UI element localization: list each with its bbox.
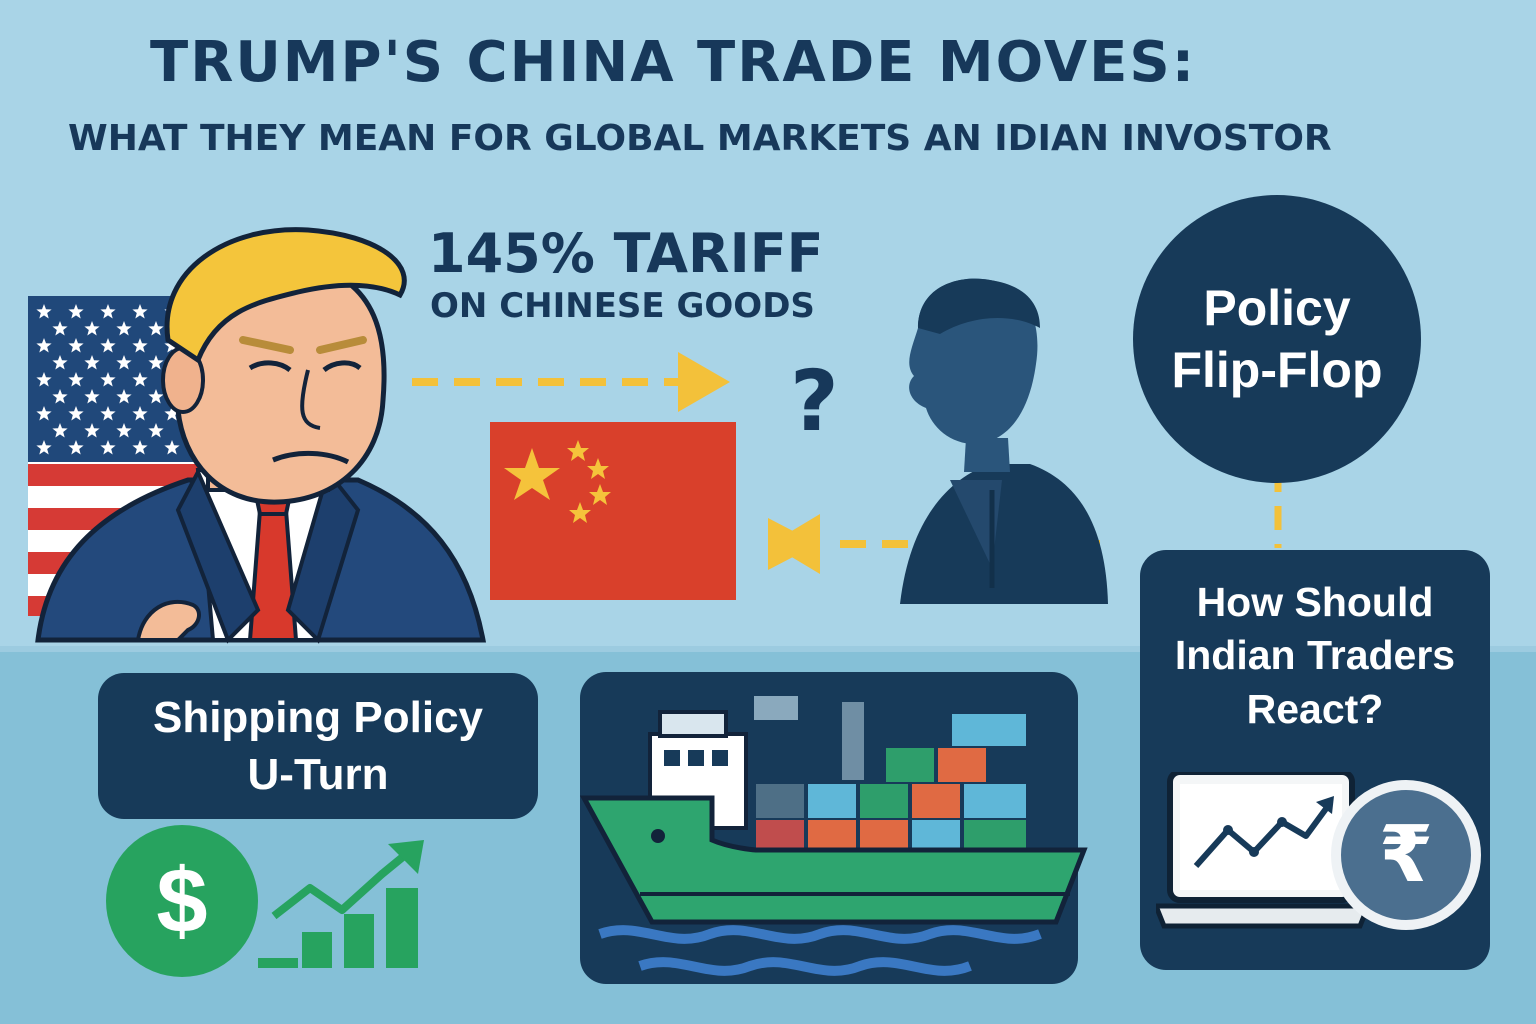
flag-star: [100, 440, 116, 455]
flag-star: [36, 338, 52, 353]
flag-star: [84, 389, 100, 404]
flag-star: [100, 304, 116, 319]
shipping-policy-box: Shipping Policy U-Turn: [98, 673, 538, 819]
flag-star: [36, 372, 52, 387]
traders-line-2: Indian Traders: [1174, 632, 1456, 679]
flag-star: [68, 372, 84, 387]
flag-star: [132, 338, 148, 353]
flag-star: [52, 423, 68, 438]
question-mark: ?: [790, 352, 839, 450]
traders-line-1: How Should: [1196, 579, 1434, 625]
page-subtitle: WHAT THEY MEAN FOR GLOBAL MARKETS AN IDI…: [68, 118, 1332, 159]
china-flag-icon: [490, 422, 736, 600]
arrow-left-icon: [770, 514, 820, 574]
flag-star: [68, 338, 84, 353]
flag-star: [116, 355, 132, 370]
flag-star: [148, 423, 164, 438]
flag-star: [68, 440, 84, 455]
flag-star: [132, 304, 148, 319]
flag-star: [148, 321, 164, 336]
flag-star: [132, 440, 148, 455]
flag-star: [52, 389, 68, 404]
xi-silhouette-figure: [900, 278, 1108, 604]
page-title: TRUMP'S CHINA TRADE MOVES:: [150, 30, 1197, 95]
flag-star: [132, 406, 148, 421]
flag-star: [164, 440, 180, 455]
flag-star: [116, 423, 132, 438]
policy-line-1: Policy: [1203, 279, 1351, 336]
policy-line-2: Flip-Flop: [1171, 342, 1383, 398]
flag-star: [116, 389, 132, 404]
flag-star: [100, 338, 116, 353]
shipping-line-1: Shipping Policy: [152, 692, 484, 742]
dollar-coin-icon: [106, 825, 258, 977]
flag-star: [36, 304, 52, 319]
growth-chart-icon: [258, 840, 424, 968]
flag-star: [52, 355, 68, 370]
flag-star: [68, 304, 84, 319]
flag-star: [84, 355, 100, 370]
rupee-coin-icon: [1331, 780, 1481, 930]
flag-star: [148, 355, 164, 370]
flag-star: [36, 440, 52, 455]
flag-star: [100, 406, 116, 421]
shipping-line-2: U-Turn: [247, 750, 389, 799]
rupee-symbol: ₹: [1378, 810, 1434, 900]
dollar-symbol: $: [156, 849, 208, 952]
flag-star: [132, 372, 148, 387]
indian-traders-question: How Should Indian Traders React?: [1140, 576, 1490, 736]
flag-star: [148, 389, 164, 404]
policy-flip-flop-circle: Policy Flip-Flop: [1133, 195, 1421, 483]
tariff-detail: ON CHINESE GOODS: [430, 286, 815, 326]
traders-line-3: React?: [1246, 685, 1384, 732]
tariff-headline: 145% TARIFF: [428, 222, 824, 285]
flag-star: [84, 321, 100, 336]
flag-star: [116, 321, 132, 336]
flag-star: [52, 321, 68, 336]
cargo-ship-panel: [580, 672, 1088, 984]
flag-star: [100, 372, 116, 387]
flag-star: [84, 423, 100, 438]
flag-star: [68, 406, 84, 421]
laptop-chart-icon: [1156, 772, 1372, 929]
flag-star: [36, 406, 52, 421]
flag-star: [164, 406, 180, 421]
trump-figure: [35, 227, 487, 644]
arrow-right-icon: [678, 352, 730, 412]
